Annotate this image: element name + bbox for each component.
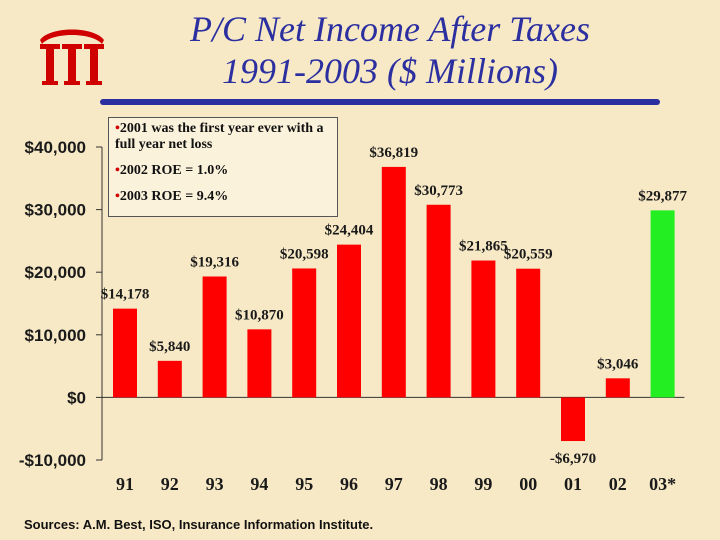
- y-tick-label: $40,000: [25, 138, 86, 157]
- x-tick-label: 00: [519, 474, 537, 494]
- bar-91: [113, 308, 137, 398]
- data-label: $19,316: [190, 254, 239, 270]
- x-axis: 91 92 93 94 95 96 97 98 99 00 01 02 03*: [116, 474, 676, 494]
- data-label: $20,559: [504, 247, 553, 263]
- iii-logo-icon: [40, 29, 104, 85]
- data-label: -$6,970: [550, 451, 596, 467]
- note-roe-2002: 2002 ROE = 1.0%: [115, 163, 331, 179]
- source-note: Sources: A.M. Best, ISO, Insurance Infor…: [24, 517, 374, 532]
- x-tick-label: 93: [206, 474, 224, 494]
- data-label: $14,178: [101, 287, 150, 303]
- bar-96: [337, 244, 361, 398]
- y-tick-label: $0: [67, 388, 86, 407]
- x-tick-label: 91: [116, 474, 134, 494]
- data-label: $24,404: [325, 223, 374, 239]
- x-tick-label: 97: [385, 474, 403, 494]
- x-tick-label: 98: [430, 474, 448, 494]
- bar-01: [561, 397, 585, 442]
- bar-02: [605, 378, 630, 398]
- notes-box: 2001 was the first year ever with a full…: [108, 117, 338, 217]
- data-label: $20,598: [280, 246, 329, 262]
- bar-97: [381, 166, 406, 398]
- x-tick-label: 03*: [649, 474, 676, 494]
- x-tick-label: 99: [474, 474, 492, 494]
- data-labels: $14,178 $5,840 $19,316 $10,870 $20,598 $24,40…: [101, 145, 688, 467]
- y-tick-label: $10,000: [25, 326, 86, 345]
- x-tick-label: 02: [609, 474, 627, 494]
- y-tick-label: $30,000: [25, 201, 86, 220]
- x-tick-label: 01: [564, 474, 582, 494]
- y-tick-label: $20,000: [25, 263, 86, 282]
- note-roe-2003: 2003 ROE = 9.4%: [115, 189, 331, 205]
- bars: [113, 166, 675, 442]
- x-tick-label: 92: [161, 474, 179, 494]
- y-axis: -$10,000 $0 $10,000 $20,000 $30,000 $40,000: [19, 138, 102, 470]
- data-label: $30,773: [414, 183, 463, 199]
- x-tick-label: 96: [340, 474, 358, 494]
- bar-00: [516, 268, 541, 398]
- data-label: $36,819: [369, 145, 418, 161]
- data-label: $5,840: [149, 339, 190, 355]
- title-underline: [100, 99, 660, 105]
- data-label: $29,877: [638, 188, 687, 204]
- data-label: $10,870: [235, 307, 284, 323]
- note-first-loss: 2001 was the first year ever with a full…: [115, 121, 331, 153]
- bar-93: [202, 276, 227, 398]
- bar-98: [426, 204, 451, 398]
- x-tick-label: 94: [250, 474, 268, 494]
- title-line-1: P/C Net Income After Taxes: [190, 9, 590, 49]
- x-tick-label: 95: [295, 474, 313, 494]
- data-label: $3,046: [597, 356, 639, 372]
- chart-title: P/C Net Income After Taxes 1991-2003 ($ …: [110, 8, 670, 92]
- y-tick-label: -$10,000: [19, 451, 86, 470]
- bar-03*: [650, 210, 675, 398]
- bar-92: [157, 360, 182, 398]
- bar-99: [471, 260, 496, 398]
- data-label: $21,865: [459, 239, 508, 255]
- bar-94: [247, 329, 272, 398]
- title-line-2: 1991-2003 ($ Millions): [222, 51, 558, 91]
- bar-95: [292, 268, 317, 398]
